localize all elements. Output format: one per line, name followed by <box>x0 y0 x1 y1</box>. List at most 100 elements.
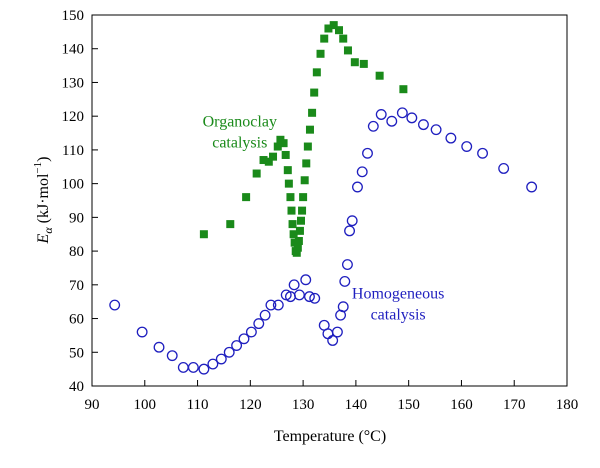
homogeneous-point <box>231 340 243 351</box>
organoclay-point <box>295 226 304 235</box>
y-axis: 40 50 60 70 80 90 100 110 120 130 140 150 <box>62 8 98 395</box>
homogeneous-point <box>177 362 189 373</box>
homogeneous-point <box>341 259 353 271</box>
homogeneous-point <box>445 132 457 144</box>
homogeneous-point <box>396 107 408 119</box>
y-tick-label: 140 <box>62 42 85 58</box>
y-tick-label: 100 <box>62 177 85 193</box>
homogeneous-point <box>272 299 284 311</box>
series-layer <box>109 21 538 375</box>
homogeneous-point <box>245 326 257 338</box>
homogeneous-point <box>375 109 387 120</box>
organoclay-point <box>299 193 308 202</box>
x-tick-label: 110 <box>187 397 209 413</box>
homogeneous-point <box>344 225 356 237</box>
organoclay-point <box>310 88 319 97</box>
organoclay-point <box>350 58 359 67</box>
homogeneous-point <box>356 166 368 178</box>
organoclay-label-line: catalysis <box>212 134 267 151</box>
homogeneous-point <box>461 141 473 152</box>
x-tick-label: 90 <box>85 397 100 413</box>
organoclay-point <box>279 139 288 148</box>
x-axis: 90 100 110 120 130 140 150 160 170 180 <box>85 380 579 413</box>
homogeneous-point <box>288 279 300 291</box>
homogeneous-point <box>339 275 351 287</box>
x-tick-label: 140 <box>345 397 368 413</box>
organoclay-point <box>329 21 338 30</box>
homogeneous-point <box>187 362 199 373</box>
x-tick-label: 100 <box>134 397 157 413</box>
organoclay-point <box>297 216 305 225</box>
organoclay-point <box>199 230 208 239</box>
organoclay-point <box>226 220 235 229</box>
organoclay-point <box>283 166 292 175</box>
organoclay-point <box>287 206 296 215</box>
homogeneous-point <box>498 163 510 174</box>
organoclay-point <box>289 230 298 239</box>
homogeneous-label-line: Homogeneous <box>352 285 444 302</box>
homogeneous-point <box>166 350 178 362</box>
organoclay-point <box>298 206 307 215</box>
plot-frame <box>91 14 568 387</box>
homogeneous-point <box>259 309 271 321</box>
organoclay-point <box>284 179 293 188</box>
organoclay-point <box>294 236 303 245</box>
organoclay-point <box>269 152 278 161</box>
y-tick-label: 50 <box>69 345 84 361</box>
homogeneous-point <box>198 363 210 375</box>
x-tick-label: 120 <box>239 397 262 413</box>
homogeneous-point <box>331 326 343 338</box>
homogeneous-point <box>362 147 373 159</box>
homogeneous-point <box>386 115 398 127</box>
homogeneous-point <box>300 274 312 286</box>
homogeneous-point <box>253 318 265 330</box>
organoclay-point <box>293 243 302 252</box>
y-tick-label: 130 <box>62 75 85 91</box>
homogeneous-point <box>136 326 148 338</box>
homogeneous-point <box>238 333 250 345</box>
y-tick-label: 70 <box>69 278 84 294</box>
organoclay-point <box>259 156 268 165</box>
x-tick-label: 160 <box>450 397 473 413</box>
y-tick-label: 90 <box>69 210 84 226</box>
y-axis-title: Eα (kJ·mol−1) <box>32 157 55 245</box>
y-tick-label: 40 <box>69 379 84 395</box>
homogeneous-point <box>430 124 442 136</box>
homogeneous-point <box>207 358 219 370</box>
organoclay-point <box>375 71 384 80</box>
organoclay-point <box>264 157 273 166</box>
organoclay-point <box>290 238 299 247</box>
organoclay-point <box>316 49 325 58</box>
homogeneous-point <box>265 299 277 311</box>
homogeneous-point <box>477 147 489 159</box>
x-axis-title: Temperature (°C) <box>274 428 386 445</box>
homogeneous-point <box>526 181 538 193</box>
homogeneous-point <box>352 181 363 193</box>
organoclay-point <box>300 176 309 185</box>
homogeneous-point <box>322 328 334 340</box>
organoclay-point <box>339 34 348 43</box>
x-tick-label: 170 <box>503 397 526 413</box>
homogeneous-point <box>215 353 227 365</box>
x-tick-label: 150 <box>397 397 420 413</box>
organoclay-point <box>303 142 312 151</box>
homogeneous-point <box>327 335 339 346</box>
organoclay-point <box>359 59 368 68</box>
homogeneous-point <box>309 292 321 304</box>
organoclay-point <box>305 125 314 134</box>
y-tick-label: 110 <box>62 143 84 159</box>
y-tick-label: 60 <box>69 312 84 328</box>
homogeneous-point <box>153 341 165 353</box>
organoclay-point <box>242 193 251 202</box>
homogeneous-point <box>367 120 379 132</box>
homogeneous-point <box>109 299 121 311</box>
organoclay-point <box>286 193 295 202</box>
series-homogeneous <box>109 107 538 375</box>
homogeneous-point <box>346 215 358 227</box>
homogeneous-point <box>293 289 305 301</box>
x-tick-label: 130 <box>292 397 315 413</box>
homogeneous-point <box>417 119 429 131</box>
y-tick-label: 80 <box>69 244 84 260</box>
x-tick-label: 180 <box>556 397 579 413</box>
